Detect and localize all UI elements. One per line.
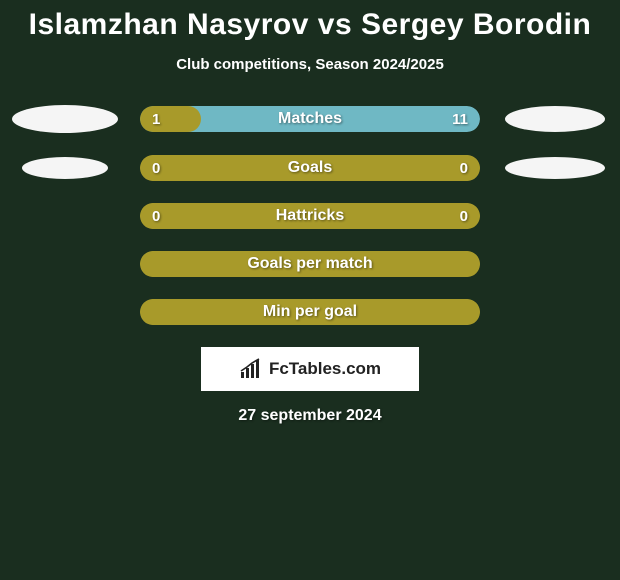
- stat-row: Goals0 0: [0, 155, 620, 181]
- stat-value-left: 1: [152, 106, 160, 132]
- page-title: Islamzhan Nasyrov vs Sergey Borodin: [0, 8, 620, 42]
- brand-text: FcTables.com: [269, 359, 381, 379]
- stat-value-right: 0: [460, 203, 468, 229]
- stat-value-right: 0: [460, 155, 468, 181]
- stat-bar: Min per goal: [140, 299, 480, 325]
- right-ellipse-slot: [500, 106, 610, 132]
- player-left-ellipse: [12, 105, 118, 133]
- stat-label: Goals: [140, 155, 480, 181]
- comparison-infographic: Islamzhan Nasyrov vs Sergey Borodin Club…: [0, 0, 620, 425]
- stat-label: Goals per match: [140, 251, 480, 277]
- stat-bar: Hattricks0 0: [140, 203, 480, 229]
- chart-icon: [239, 358, 265, 380]
- stat-row: Goals per match: [0, 251, 620, 277]
- left-ellipse-slot: [10, 157, 120, 179]
- stat-value-left: 0: [152, 203, 160, 229]
- stat-bar: Goals per match: [140, 251, 480, 277]
- stat-value-left: 0: [152, 155, 160, 181]
- stat-bar: Goals0 0: [140, 155, 480, 181]
- stats-list: Matches111Goals00Hattricks00Goals per ma…: [0, 105, 620, 325]
- stat-row: Matches111: [0, 105, 620, 133]
- brand-badge: FcTables.com: [201, 347, 419, 391]
- stat-value-right: 11: [452, 106, 468, 132]
- player-right-ellipse: [505, 157, 605, 179]
- stat-row: Hattricks0 0: [0, 203, 620, 229]
- date-text: 27 september 2024: [0, 407, 620, 425]
- player-left-ellipse: [22, 157, 108, 179]
- stat-row: Min per goal: [0, 299, 620, 325]
- stat-label: Matches: [140, 106, 480, 132]
- right-ellipse-slot: [500, 157, 610, 179]
- left-ellipse-slot: [10, 105, 120, 133]
- stat-label: Hattricks: [140, 203, 480, 229]
- stat-bar: Matches111: [140, 106, 480, 132]
- stat-label: Min per goal: [140, 299, 480, 325]
- player-right-ellipse: [505, 106, 605, 132]
- page-subtitle: Club competitions, Season 2024/2025: [0, 56, 620, 73]
